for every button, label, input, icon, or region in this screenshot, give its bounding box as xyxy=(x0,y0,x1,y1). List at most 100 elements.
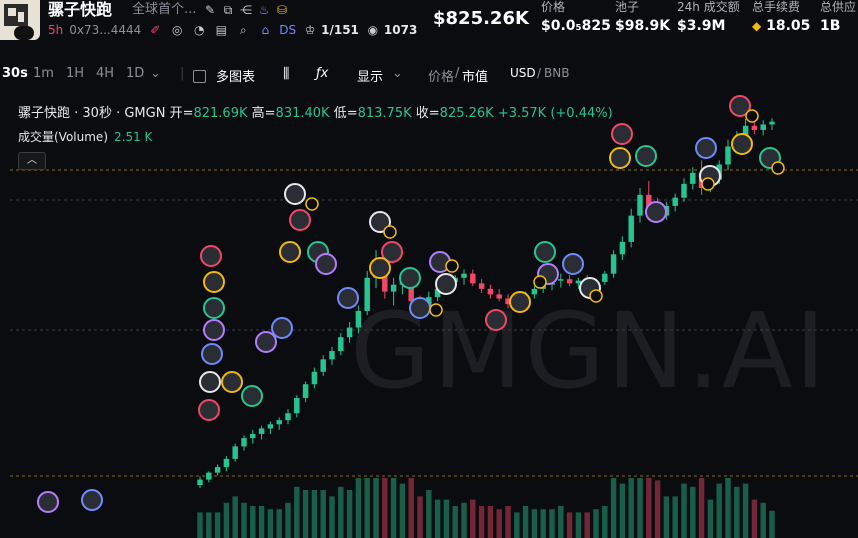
chart-icon[interactable]: ◔ xyxy=(194,23,205,37)
x-social-badge[interactable] xyxy=(383,225,397,239)
trader-avatar-marker[interactable] xyxy=(241,385,263,407)
candle[interactable] xyxy=(302,381,309,403)
candle[interactable] xyxy=(478,279,485,294)
x-social-badge[interactable] xyxy=(745,109,759,123)
trader-avatar-marker[interactable] xyxy=(201,343,223,365)
candle[interactable] xyxy=(250,429,256,444)
trader-avatar-marker[interactable] xyxy=(289,209,311,231)
multi-chart-toggle[interactable]: 多图表 xyxy=(193,66,255,85)
candle[interactable] xyxy=(214,464,221,476)
candle[interactable] xyxy=(338,333,344,356)
x-social-badge[interactable] xyxy=(701,177,715,191)
interval-30s[interactable]: 30s xyxy=(2,66,28,81)
trader-avatar-marker[interactable] xyxy=(198,399,220,421)
token-logo[interactable] xyxy=(0,0,40,40)
share-icon[interactable]: ⋲ xyxy=(240,3,252,17)
trader-avatar-marker[interactable] xyxy=(255,331,277,353)
display-menu[interactable]: 显示 xyxy=(357,70,384,85)
candle[interactable] xyxy=(241,435,247,451)
candle[interactable] xyxy=(232,443,238,462)
candle[interactable] xyxy=(769,118,775,130)
candle[interactable] xyxy=(487,284,494,299)
trader-avatar-marker[interactable] xyxy=(485,309,507,331)
candle[interactable] xyxy=(294,395,300,418)
interval-dropdown-icon[interactable]: ⌄ xyxy=(150,66,161,81)
trader-avatar-marker[interactable] xyxy=(695,137,717,159)
interval-1d[interactable]: 1D xyxy=(126,66,145,81)
candle[interactable] xyxy=(346,322,353,343)
token-description[interactable]: 全球首个... xyxy=(132,2,197,17)
candle-type-icon[interactable]: ⫼ xyxy=(283,66,290,82)
note-icon[interactable]: ▤ xyxy=(215,23,227,37)
candle[interactable] xyxy=(505,294,511,309)
bnb-toggle[interactable]: BNB xyxy=(544,66,570,80)
candle[interactable] xyxy=(390,277,397,306)
trader-avatar-marker[interactable] xyxy=(509,291,531,313)
candle[interactable] xyxy=(329,346,335,365)
candle[interactable] xyxy=(276,417,282,430)
candle[interactable] xyxy=(531,286,538,299)
candle[interactable] xyxy=(628,208,634,248)
candle[interactable] xyxy=(285,409,291,425)
trader-avatar-marker[interactable] xyxy=(221,371,243,393)
interval-1m[interactable]: 1m xyxy=(33,66,54,81)
x-social-badge[interactable] xyxy=(533,275,547,289)
trader-avatar-marker[interactable] xyxy=(337,287,359,309)
candle[interactable] xyxy=(602,270,608,285)
candle[interactable] xyxy=(725,139,731,171)
pen-icon[interactable]: ✐ xyxy=(150,23,161,37)
candle[interactable] xyxy=(197,476,203,488)
candle[interactable] xyxy=(206,471,212,483)
trader-avatar-marker[interactable] xyxy=(271,317,293,339)
trader-avatar-marker[interactable] xyxy=(203,271,225,293)
trader-avatar-marker[interactable] xyxy=(81,489,103,511)
trader-avatar-marker[interactable] xyxy=(435,273,457,295)
candle[interactable] xyxy=(637,188,643,223)
trader-avatar-marker[interactable] xyxy=(645,201,667,223)
trader-avatar-marker[interactable] xyxy=(399,267,421,289)
globe-icon[interactable]: ◎ xyxy=(172,23,183,37)
trader-avatar-marker[interactable] xyxy=(315,253,337,275)
trader-avatar-marker[interactable] xyxy=(284,183,306,205)
mcap-toggle[interactable]: 市值 xyxy=(462,70,489,85)
candle[interactable] xyxy=(258,425,265,440)
x-social-badge[interactable] xyxy=(445,259,459,273)
candlestick-chart[interactable] xyxy=(0,92,858,538)
trader-avatar-marker[interactable] xyxy=(200,245,222,267)
candle[interactable] xyxy=(223,456,230,472)
candle[interactable] xyxy=(355,305,362,334)
candle[interactable] xyxy=(364,270,370,316)
trader-avatar-marker[interactable] xyxy=(731,133,753,155)
candle[interactable] xyxy=(575,277,582,289)
x-social-badge[interactable] xyxy=(589,289,603,303)
multi-chart-checkbox[interactable] xyxy=(193,70,206,83)
x-social-badge[interactable] xyxy=(429,303,443,317)
trader-avatar-marker[interactable] xyxy=(562,253,584,275)
trader-avatar-marker[interactable] xyxy=(635,145,657,167)
trader-avatar-marker[interactable] xyxy=(369,211,391,233)
search-icon[interactable]: ⌕ xyxy=(239,22,247,37)
candle[interactable] xyxy=(672,193,678,212)
candle[interactable] xyxy=(558,273,564,288)
candle[interactable] xyxy=(470,269,476,287)
x-social-badge[interactable] xyxy=(771,161,785,175)
home-icon[interactable]: ⌂ xyxy=(261,23,270,37)
interval-4h[interactable]: 4H xyxy=(96,66,115,81)
trader-avatar-marker[interactable] xyxy=(37,491,59,513)
copy-icon[interactable]: ⧉ xyxy=(223,2,233,17)
trader-avatar-marker[interactable] xyxy=(203,319,225,341)
trader-avatar-marker[interactable] xyxy=(609,147,631,169)
trader-avatar-marker[interactable] xyxy=(369,257,391,279)
ds-link[interactable]: DS xyxy=(279,23,297,37)
candle[interactable] xyxy=(760,120,766,136)
candle[interactable] xyxy=(267,421,274,434)
indicators-icon[interactable]: ƒx xyxy=(316,66,329,81)
candle[interactable] xyxy=(311,367,318,389)
contract-address[interactable]: 0x73...4444 xyxy=(69,23,142,37)
trader-avatar-marker[interactable] xyxy=(729,95,751,117)
candle[interactable] xyxy=(461,269,467,285)
trader-avatar-marker[interactable] xyxy=(381,241,403,263)
display-dropdown-icon[interactable]: ⌄ xyxy=(392,66,403,81)
trader-avatar-marker[interactable] xyxy=(409,297,431,319)
interval-1h[interactable]: 1H xyxy=(66,66,85,81)
